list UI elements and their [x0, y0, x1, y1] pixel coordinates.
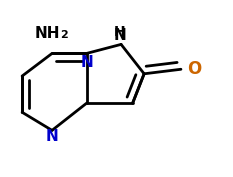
Text: N: N: [46, 129, 58, 144]
Text: 2: 2: [60, 30, 68, 40]
Text: N: N: [80, 55, 93, 70]
Text: O: O: [187, 60, 201, 78]
Text: NH: NH: [35, 25, 60, 41]
Text: H: H: [114, 25, 126, 39]
Text: N: N: [113, 28, 126, 43]
